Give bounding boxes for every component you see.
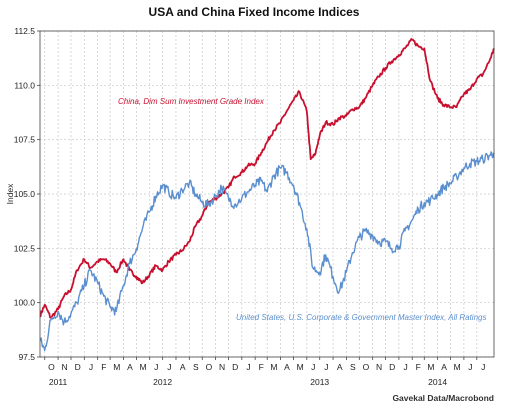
x-tick-label: F: [416, 362, 421, 372]
x-tick-label: A: [127, 362, 133, 372]
x-tick-label: O: [206, 362, 213, 372]
x-tick-label: D: [75, 362, 81, 372]
china-series-label: China, Dim Sum Investment Grade Index: [118, 97, 265, 106]
x-tick-label: M: [427, 362, 434, 372]
x-year-label: 2014: [428, 377, 447, 387]
x-tick-label: M: [454, 362, 461, 372]
x-tick-label: A: [180, 362, 186, 372]
x-tick-label: D: [232, 362, 238, 372]
usa-series-label: United States, U.S. Corporate & Governme…: [236, 313, 486, 322]
x-year-label: 2012: [153, 377, 172, 387]
x-year-label: 2011: [49, 377, 68, 387]
x-tick-label: D: [389, 362, 395, 372]
x-tick-label: N: [219, 362, 225, 372]
x-tick-label: M: [140, 362, 147, 372]
x-tick-label: F: [259, 362, 264, 372]
chart-title: USA and China Fixed Income Indices: [149, 5, 360, 19]
y-tick-label: 112.5: [14, 26, 35, 36]
gridlines: [40, 30, 494, 358]
x-tick-label: N: [61, 362, 67, 372]
y-tick-label: 97.5: [18, 352, 35, 362]
x-tick-label: J: [311, 362, 315, 372]
x-tick-label: J: [167, 362, 171, 372]
x-tick-label: O: [363, 362, 370, 372]
series-lines: [39, 38, 495, 352]
x-tick-label: M: [113, 362, 120, 372]
x-tick-label: O: [48, 362, 55, 372]
x-year-label: 2013: [310, 377, 329, 387]
x-tick-label: A: [284, 362, 290, 372]
x-tick-label: F: [101, 362, 106, 372]
y-tick-label: 100.0: [14, 298, 36, 308]
x-tick-label: M: [270, 362, 277, 372]
usa-series-line: [39, 151, 495, 352]
x-tick-label: S: [193, 362, 199, 372]
x-tick-label: J: [403, 362, 407, 372]
source-credit: Gavekal Data/Macrobond: [392, 393, 494, 403]
x-tick-label: J: [246, 362, 250, 372]
y-tick-label: 107.5: [14, 135, 36, 145]
x-tick-label: J: [481, 362, 485, 372]
china-series-line: [39, 38, 495, 319]
x-tick-label: S: [350, 362, 356, 372]
y-tick-label: 102.5: [14, 243, 36, 253]
x-tick-label: M: [297, 362, 304, 372]
x-tick-label: N: [376, 362, 382, 372]
x-tick-label: J: [324, 362, 328, 372]
x-tick-label: A: [337, 362, 343, 372]
y-tick-label: 105.0: [14, 189, 36, 199]
y-axis-label: Index: [5, 183, 15, 205]
x-tick-label: A: [441, 362, 447, 372]
x-tick-label: J: [154, 362, 158, 372]
x-tick-label: J: [89, 362, 93, 372]
y-tick-label: 110.0: [14, 80, 35, 90]
x-tick-label: J: [468, 362, 472, 372]
y-axis: 97.5 100.0 102.5 105.0 107.5 110.0 112.5: [14, 26, 40, 362]
